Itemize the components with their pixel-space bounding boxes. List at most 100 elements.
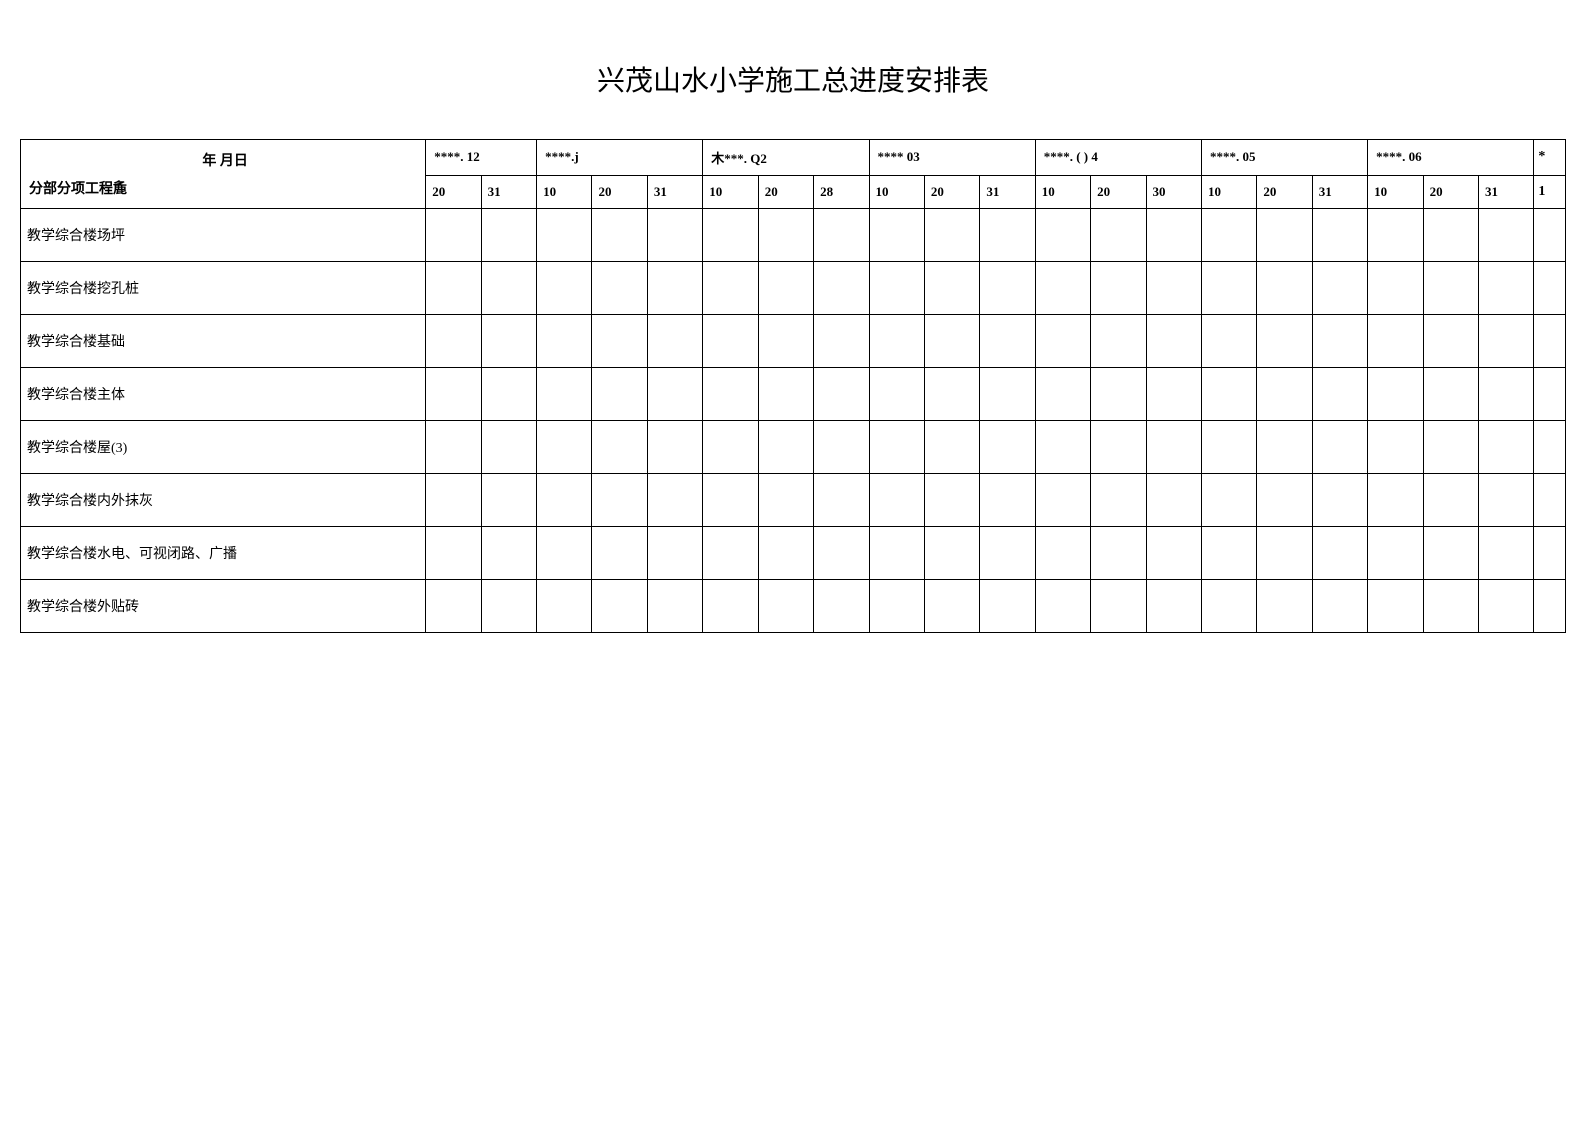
schedule-cell bbox=[924, 420, 979, 473]
schedule-cell bbox=[426, 420, 481, 473]
row-label: 教学综合楼外贴砖 bbox=[21, 579, 426, 632]
schedule-cell bbox=[592, 526, 647, 579]
schedule-cell bbox=[426, 261, 481, 314]
table-header: 年 月日 分部分项工程麁 ****. 12 ****.j 木***. Q2 **… bbox=[21, 139, 1566, 208]
schedule-cell bbox=[1368, 420, 1423, 473]
schedule-cell bbox=[1035, 420, 1090, 473]
schedule-cell bbox=[1423, 314, 1478, 367]
schedule-cell bbox=[537, 367, 592, 420]
schedule-cell bbox=[647, 473, 702, 526]
schedule-cell bbox=[758, 473, 813, 526]
day-cell: 10 bbox=[1035, 175, 1090, 208]
schedule-cell bbox=[1312, 208, 1367, 261]
schedule-cell bbox=[1091, 367, 1146, 420]
schedule-cell bbox=[1201, 208, 1256, 261]
schedule-cell bbox=[481, 208, 536, 261]
schedule-cell bbox=[1201, 261, 1256, 314]
schedule-cell bbox=[814, 367, 869, 420]
row-label: 教学综合楼主体 bbox=[21, 367, 426, 420]
month-header-0: ****. 12 bbox=[426, 139, 537, 175]
schedule-cell bbox=[1257, 579, 1312, 632]
schedule-cell bbox=[1201, 473, 1256, 526]
schedule-cell bbox=[1146, 208, 1201, 261]
schedule-cell bbox=[814, 314, 869, 367]
header-top-text: 年 月日 bbox=[29, 150, 421, 170]
header-bottom-text: 分部分项工程麁 bbox=[29, 178, 421, 198]
month-header-6: ****. 06 bbox=[1368, 139, 1534, 175]
schedule-cell bbox=[1368, 261, 1423, 314]
schedule-cell bbox=[1423, 473, 1478, 526]
schedule-cell bbox=[703, 208, 758, 261]
day-cell: 31 bbox=[980, 175, 1035, 208]
schedule-cell bbox=[1534, 208, 1566, 261]
schedule-cell bbox=[814, 579, 869, 632]
schedule-cell bbox=[1368, 526, 1423, 579]
schedule-cell bbox=[647, 579, 702, 632]
schedule-cell bbox=[1091, 208, 1146, 261]
schedule-cell bbox=[592, 579, 647, 632]
schedule-cell bbox=[1423, 526, 1478, 579]
schedule-cell bbox=[1201, 367, 1256, 420]
schedule-cell bbox=[481, 367, 536, 420]
schedule-cell bbox=[592, 473, 647, 526]
schedule-cell bbox=[703, 473, 758, 526]
table-row: 教学综合楼基础 bbox=[21, 314, 1566, 367]
schedule-cell bbox=[1312, 526, 1367, 579]
day-cell: 10 bbox=[1201, 175, 1256, 208]
schedule-cell bbox=[1312, 261, 1367, 314]
schedule-cell bbox=[1091, 314, 1146, 367]
month-header-4: ****. ( ) 4 bbox=[1035, 139, 1201, 175]
table-row: 教学综合楼挖孔桩 bbox=[21, 261, 1566, 314]
schedule-cell bbox=[537, 473, 592, 526]
schedule-cell bbox=[1534, 314, 1566, 367]
schedule-cell bbox=[1035, 473, 1090, 526]
schedule-cell bbox=[592, 420, 647, 473]
schedule-cell bbox=[1478, 579, 1533, 632]
schedule-cell bbox=[703, 579, 758, 632]
schedule-cell bbox=[758, 579, 813, 632]
schedule-cell bbox=[869, 526, 924, 579]
schedule-cell bbox=[537, 314, 592, 367]
schedule-cell bbox=[1423, 420, 1478, 473]
table-row: 教学综合楼场坪 bbox=[21, 208, 1566, 261]
schedule-cell bbox=[592, 314, 647, 367]
schedule-cell bbox=[1201, 420, 1256, 473]
month-header-1: ****.j bbox=[537, 139, 703, 175]
schedule-cell bbox=[1201, 314, 1256, 367]
schedule-cell bbox=[758, 526, 813, 579]
header-row-months: 年 月日 分部分项工程麁 ****. 12 ****.j 木***. Q2 **… bbox=[21, 139, 1566, 175]
schedule-cell bbox=[592, 208, 647, 261]
day-cell: 31 bbox=[647, 175, 702, 208]
schedule-cell bbox=[1146, 420, 1201, 473]
row-label: 教学综合楼内外抹灰 bbox=[21, 473, 426, 526]
day-cell: 31 bbox=[1478, 175, 1533, 208]
schedule-cell bbox=[980, 473, 1035, 526]
day-cell: 20 bbox=[1091, 175, 1146, 208]
schedule-cell bbox=[1423, 579, 1478, 632]
schedule-cell bbox=[924, 314, 979, 367]
day-cell: 30 bbox=[1146, 175, 1201, 208]
schedule-cell bbox=[924, 579, 979, 632]
schedule-cell bbox=[537, 261, 592, 314]
schedule-cell bbox=[1035, 314, 1090, 367]
schedule-cell bbox=[869, 367, 924, 420]
schedule-cell bbox=[703, 261, 758, 314]
schedule-cell bbox=[1478, 208, 1533, 261]
schedule-cell bbox=[1035, 579, 1090, 632]
schedule-cell bbox=[1534, 420, 1566, 473]
schedule-cell bbox=[980, 261, 1035, 314]
schedule-cell bbox=[1146, 526, 1201, 579]
schedule-cell bbox=[1091, 579, 1146, 632]
day-cell: 31 bbox=[481, 175, 536, 208]
schedule-cell bbox=[1146, 473, 1201, 526]
schedule-cell bbox=[758, 367, 813, 420]
schedule-cell bbox=[1368, 208, 1423, 261]
schedule-cell bbox=[1035, 208, 1090, 261]
schedule-cell bbox=[1478, 314, 1533, 367]
schedule-cell bbox=[1534, 473, 1566, 526]
schedule-cell bbox=[869, 314, 924, 367]
schedule-cell bbox=[869, 473, 924, 526]
schedule-cell bbox=[647, 208, 702, 261]
schedule-cell bbox=[814, 420, 869, 473]
schedule-cell bbox=[1091, 420, 1146, 473]
